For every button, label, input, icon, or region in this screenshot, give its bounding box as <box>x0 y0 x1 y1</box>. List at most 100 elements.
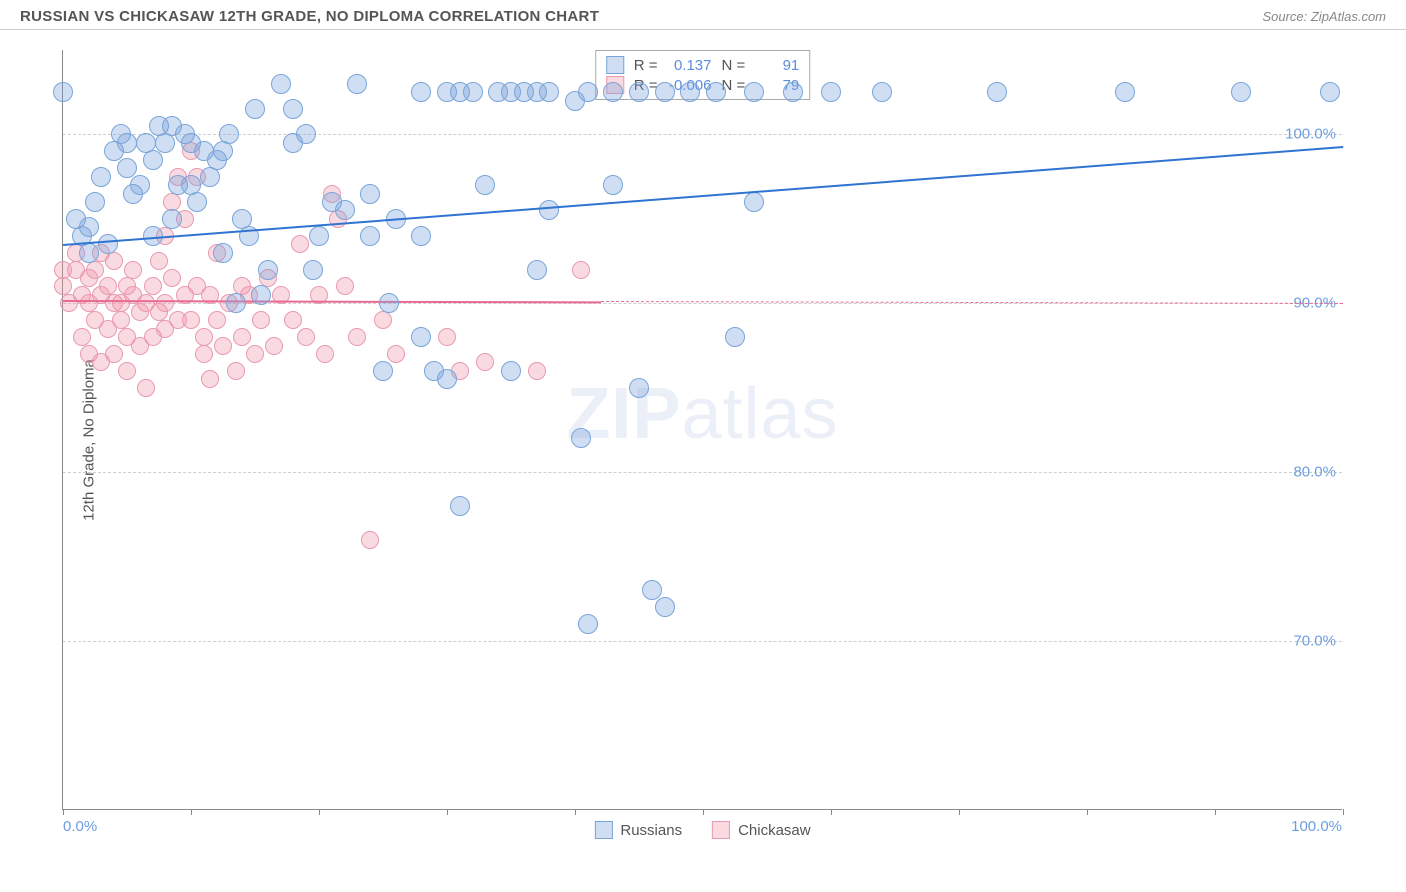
scatter-point-chickasaw <box>73 328 91 346</box>
scatter-point-russians <box>655 82 675 102</box>
scatter-point-chickasaw <box>163 269 181 287</box>
scatter-point-chickasaw <box>374 311 392 329</box>
scatter-point-russians <box>655 597 675 617</box>
scatter-point-russians <box>85 192 105 212</box>
scatter-point-russians <box>527 260 547 280</box>
legend-row-russians: R = 0.137 N = 91 <box>606 55 800 75</box>
scatter-point-russians <box>411 82 431 102</box>
scatter-point-chickasaw <box>118 362 136 380</box>
scatter-point-russians <box>450 496 470 516</box>
correlation-legend: R = 0.137 N = 91 R = -0.006 N = 79 <box>595 50 811 100</box>
scatter-point-russians <box>578 614 598 634</box>
scatter-point-russians <box>725 327 745 347</box>
scatter-point-russians <box>245 99 265 119</box>
swatch-russians-icon <box>594 821 612 839</box>
gridline <box>63 134 1342 135</box>
scatter-point-russians <box>565 91 585 111</box>
scatter-point-russians <box>187 192 207 212</box>
xtick <box>959 809 960 815</box>
chart-area: 12th Grade, No Diploma ZIPatlas R = 0.13… <box>0 30 1406 850</box>
scatter-point-russians <box>258 260 278 280</box>
scatter-point-russians <box>501 361 521 381</box>
xtick <box>831 809 832 815</box>
scatter-point-chickasaw <box>476 353 494 371</box>
scatter-point-chickasaw <box>195 328 213 346</box>
scatter-point-russians <box>335 200 355 220</box>
scatter-point-russians <box>143 150 163 170</box>
scatter-point-chickasaw <box>137 379 155 397</box>
scatter-point-chickasaw <box>156 294 174 312</box>
scatter-point-russians <box>783 82 803 102</box>
xtick <box>63 809 64 815</box>
scatter-point-chickasaw <box>201 370 219 388</box>
scatter-point-chickasaw <box>214 337 232 355</box>
scatter-point-russians <box>213 243 233 263</box>
xtick-label: 0.0% <box>63 818 97 835</box>
scatter-point-chickasaw <box>387 345 405 363</box>
scatter-point-russians <box>53 82 73 102</box>
scatter-point-russians <box>91 167 111 187</box>
scatter-point-russians <box>309 226 329 246</box>
scatter-point-chickasaw <box>54 277 72 295</box>
scatter-point-russians <box>1320 82 1340 102</box>
scatter-point-russians <box>475 175 495 195</box>
scatter-point-russians <box>226 293 246 313</box>
xtick <box>703 809 704 815</box>
scatter-point-russians <box>1115 82 1135 102</box>
scatter-point-russians <box>411 226 431 246</box>
scatter-point-russians <box>629 378 649 398</box>
xtick-label: 100.0% <box>1291 818 1342 835</box>
swatch-russians <box>606 56 624 74</box>
scatter-point-chickasaw <box>208 311 226 329</box>
chart-title: RUSSIAN VS CHICKASAW 12TH GRADE, NO DIPL… <box>20 8 599 25</box>
scatter-point-russians <box>744 192 764 212</box>
gridline <box>63 303 1342 304</box>
scatter-point-russians <box>437 369 457 389</box>
scatter-point-chickasaw <box>99 277 117 295</box>
scatter-point-russians <box>706 82 726 102</box>
scatter-point-chickasaw <box>233 328 251 346</box>
scatter-point-russians <box>603 175 623 195</box>
scatter-point-russians <box>271 74 291 94</box>
scatter-point-chickasaw <box>150 252 168 270</box>
xtick <box>1215 809 1216 815</box>
scatter-point-chickasaw <box>124 261 142 279</box>
swatch-chickasaw-icon <box>712 821 730 839</box>
ytick-label: 70.0% <box>1293 633 1336 650</box>
scatter-point-chickasaw <box>528 362 546 380</box>
trend-line-russians <box>63 146 1343 246</box>
scatter-point-russians <box>1231 82 1251 102</box>
legend-item-russians: Russians <box>594 821 682 839</box>
scatter-point-chickasaw <box>252 311 270 329</box>
scatter-point-russians <box>296 124 316 144</box>
scatter-point-russians <box>219 124 239 144</box>
gridline <box>63 641 1342 642</box>
scatter-point-russians <box>821 82 841 102</box>
scatter-plot: ZIPatlas R = 0.137 N = 91 R = -0.006 N =… <box>62 50 1342 810</box>
scatter-point-chickasaw <box>265 337 283 355</box>
scatter-point-chickasaw <box>291 235 309 253</box>
scatter-point-chickasaw <box>246 345 264 363</box>
ytick-label: 100.0% <box>1285 126 1336 143</box>
scatter-point-chickasaw <box>105 252 123 270</box>
scatter-point-russians <box>283 99 303 119</box>
scatter-point-russians <box>539 200 559 220</box>
scatter-point-russians <box>379 293 399 313</box>
scatter-point-russians <box>360 184 380 204</box>
scatter-point-chickasaw <box>438 328 456 346</box>
xtick <box>447 809 448 815</box>
scatter-point-russians <box>463 82 483 102</box>
scatter-point-russians <box>347 74 367 94</box>
scatter-point-chickasaw <box>86 261 104 279</box>
scatter-point-chickasaw <box>336 277 354 295</box>
scatter-point-russians <box>117 158 137 178</box>
xtick <box>575 809 576 815</box>
watermark: ZIPatlas <box>566 373 838 455</box>
scatter-point-chickasaw <box>284 311 302 329</box>
scatter-point-russians <box>98 234 118 254</box>
scatter-point-russians <box>642 580 662 600</box>
scatter-point-chickasaw <box>361 531 379 549</box>
scatter-point-russians <box>117 133 137 153</box>
scatter-point-chickasaw <box>572 261 590 279</box>
scatter-point-chickasaw <box>227 362 245 380</box>
